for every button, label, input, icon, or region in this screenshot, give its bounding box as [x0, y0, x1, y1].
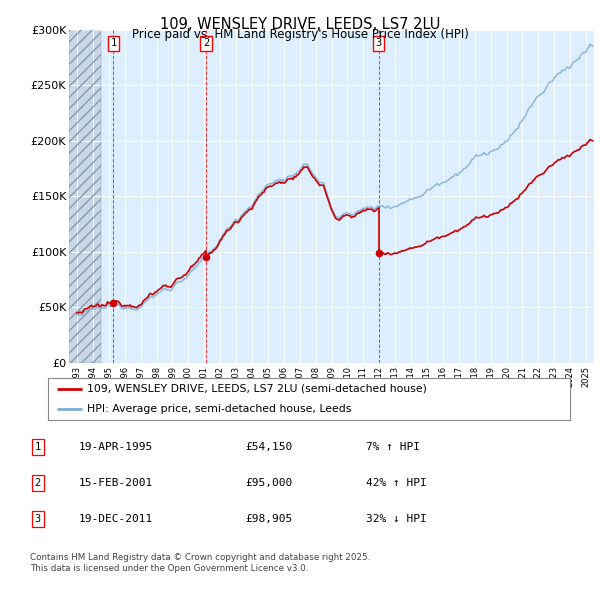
- Text: 2: 2: [203, 38, 209, 48]
- Text: 109, WENSLEY DRIVE, LEEDS, LS7 2LU: 109, WENSLEY DRIVE, LEEDS, LS7 2LU: [160, 17, 440, 31]
- Bar: [69, 30, 101, 363]
- Text: £54,150: £54,150: [245, 442, 292, 451]
- Text: 3: 3: [35, 514, 41, 524]
- Text: 7% ↑ HPI: 7% ↑ HPI: [366, 442, 420, 451]
- Text: HPI: Average price, semi-detached house, Leeds: HPI: Average price, semi-detached house,…: [87, 404, 352, 414]
- Text: 109, WENSLEY DRIVE, LEEDS, LS7 2LU (semi-detached house): 109, WENSLEY DRIVE, LEEDS, LS7 2LU (semi…: [87, 384, 427, 394]
- Text: £95,000: £95,000: [245, 478, 292, 488]
- Text: 42% ↑ HPI: 42% ↑ HPI: [366, 478, 427, 488]
- Bar: [69, 30, 101, 363]
- Text: £98,905: £98,905: [245, 514, 292, 524]
- Text: 32% ↓ HPI: 32% ↓ HPI: [366, 514, 427, 524]
- Text: Contains HM Land Registry data © Crown copyright and database right 2025.
This d: Contains HM Land Registry data © Crown c…: [30, 553, 370, 573]
- Text: 2: 2: [35, 478, 41, 488]
- Text: 1: 1: [35, 442, 41, 451]
- Text: 19-DEC-2011: 19-DEC-2011: [79, 514, 154, 524]
- Text: 3: 3: [376, 38, 382, 48]
- Text: 15-FEB-2001: 15-FEB-2001: [79, 478, 154, 488]
- Text: 1: 1: [110, 38, 116, 48]
- Text: Price paid vs. HM Land Registry's House Price Index (HPI): Price paid vs. HM Land Registry's House …: [131, 28, 469, 41]
- Text: 19-APR-1995: 19-APR-1995: [79, 442, 154, 451]
